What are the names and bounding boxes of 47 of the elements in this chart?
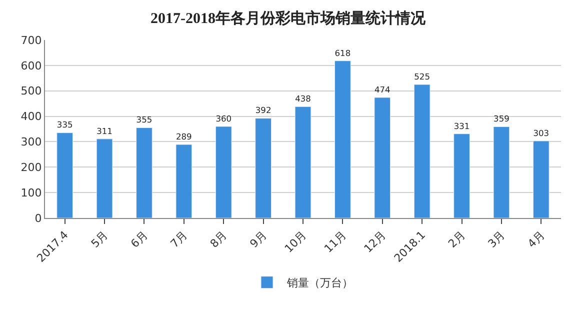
data-label: 618 (334, 48, 351, 58)
x-tick-label: 10月 (282, 228, 310, 256)
data-label: 360 (216, 113, 232, 124)
x-tick-label: 2月 (446, 228, 468, 250)
data-label: 311 (96, 126, 112, 136)
y-tick-label: 600 (20, 59, 42, 72)
x-tick-label: 7月 (168, 228, 190, 250)
data-label: 525 (414, 71, 430, 82)
data-label: 438 (295, 94, 311, 104)
bar (493, 126, 510, 218)
data-label: 355 (136, 114, 152, 125)
bar (176, 144, 192, 218)
x-tick-label: 5月 (88, 228, 111, 250)
x-tick-label: 6月 (128, 228, 150, 250)
y-tick-label: 700 (20, 34, 42, 47)
data-label: 289 (176, 131, 192, 142)
x-tick-label: 11月 (322, 228, 349, 256)
bar (215, 126, 232, 218)
data-label: 331 (454, 120, 470, 131)
bar (334, 60, 351, 218)
x-tick-label: 8月 (208, 228, 230, 250)
y-tick-label: 0 (34, 212, 42, 225)
y-tick-label: 300 (20, 136, 42, 149)
data-label: 335 (56, 120, 73, 130)
y-tick-label: 400 (20, 110, 42, 124)
x-tick-label: 3月 (486, 228, 508, 250)
x-tick-label: 9月 (247, 228, 270, 250)
bar (454, 134, 470, 218)
data-label: 474 (374, 84, 390, 94)
x-tick-label: 4月 (525, 228, 548, 250)
bar (374, 97, 391, 218)
bar (56, 132, 74, 218)
x-tick-label: 12月 (362, 228, 388, 256)
data-label: 392 (255, 105, 272, 116)
bar (414, 84, 430, 218)
bar (96, 138, 113, 218)
legend-label: 销量（万台） (286, 276, 353, 290)
bar (255, 118, 272, 218)
chart-title: 2017-2018年各月份彩电市场销量统计情况 (150, 8, 426, 27)
y-tick-label: 100 (20, 186, 42, 200)
y-tick-label: 500 (20, 84, 42, 98)
y-tick-label: 200 (20, 160, 42, 174)
bar (136, 127, 152, 218)
data-label: 303 (533, 128, 550, 138)
bar (532, 140, 550, 218)
data-label: 359 (494, 114, 510, 124)
bar (294, 106, 312, 218)
